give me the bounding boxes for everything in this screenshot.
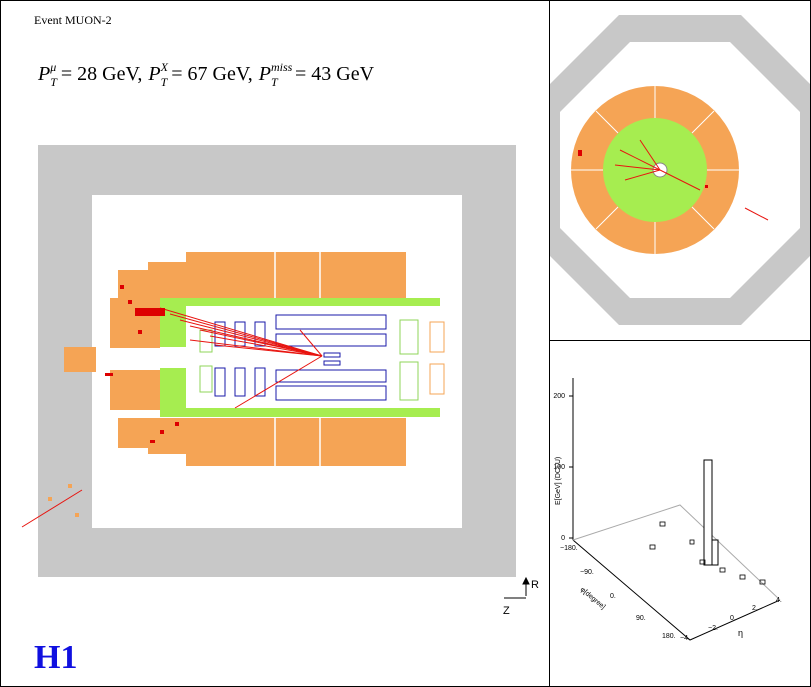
momentum-value: = 43 GeV: [295, 63, 375, 85]
tick-label: 200: [553, 393, 565, 400]
symbol: P: [147, 63, 160, 85]
tick-label: 100: [553, 464, 565, 471]
symbol: P: [37, 63, 50, 85]
end-view: [550, 15, 810, 325]
tick-label: −4.: [680, 635, 690, 642]
logo: H1: [34, 639, 77, 676]
superscript: miss: [271, 60, 293, 74]
momentum-value: = 67 GeV,: [171, 63, 252, 85]
tick-label: −180.: [560, 545, 578, 552]
tick-label: 0.: [610, 593, 616, 600]
subscript: T: [271, 75, 279, 89]
tick-label: −2.: [708, 625, 718, 632]
event-title: Event MUON-2: [34, 13, 112, 27]
tick-label: 90.: [636, 615, 646, 622]
axis-label: η: [738, 628, 743, 638]
superscript: X: [160, 60, 169, 74]
subscript: T: [161, 75, 169, 89]
tick-label: −90.: [580, 569, 594, 576]
axis-label: R: [531, 579, 539, 591]
axis-indicator: [504, 576, 530, 599]
superscript: μ: [49, 60, 56, 74]
side-view: [21, 145, 516, 577]
symbol: P: [258, 63, 271, 85]
lego-plot: [569, 378, 781, 641]
momentum-summary: Pμ T = 28 GeV, PX T = 67 GeV, Pmiss T = 43 GeV: [37, 60, 375, 89]
tick-label: 4.: [776, 597, 782, 604]
subscript: T: [50, 75, 58, 89]
tick-label: 0: [561, 535, 565, 542]
tick-label: 180.: [662, 633, 676, 640]
tick-label: 0.: [730, 615, 736, 622]
axis-label: E[GeV] (DCLU): [555, 457, 562, 505]
axis-label: Z: [503, 605, 510, 617]
momentum-value: = 28 GeV,: [61, 63, 142, 85]
tick-label: 2.: [752, 605, 758, 612]
